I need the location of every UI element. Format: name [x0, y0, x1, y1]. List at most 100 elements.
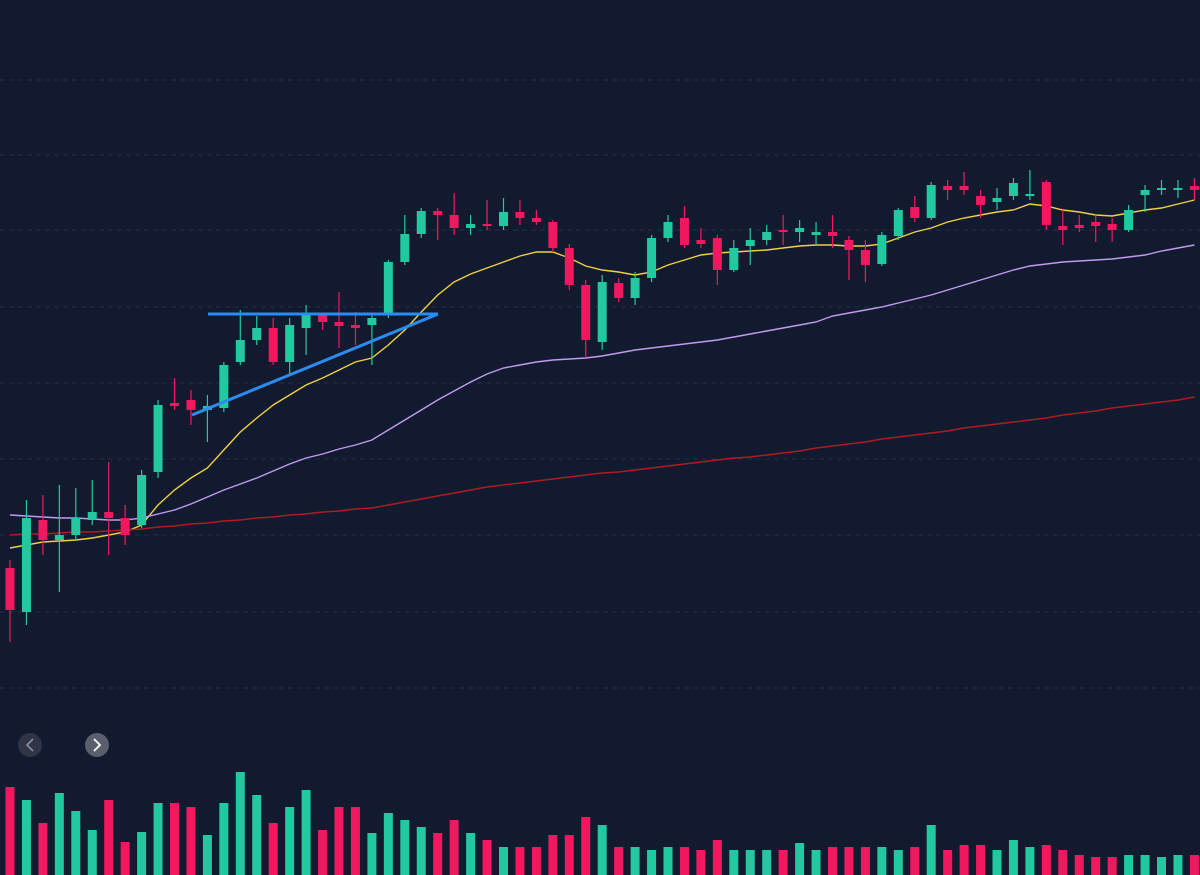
- candle-body: [663, 222, 673, 238]
- candle-body: [696, 240, 706, 244]
- candle-body: [548, 222, 558, 248]
- candle-body: [630, 278, 640, 298]
- volume-bar: [531, 847, 541, 875]
- candle-body: [729, 248, 739, 270]
- candle-body: [38, 520, 48, 540]
- candle-body: [1058, 226, 1068, 230]
- volume-bar: [499, 847, 508, 875]
- chevron-right[interactable]: [93, 738, 102, 752]
- candle-body: [170, 403, 179, 406]
- candle-body: [5, 568, 15, 610]
- button-circle[interactable]: [85, 733, 109, 757]
- volume-bar: [745, 850, 755, 875]
- volume-bar: [976, 845, 986, 875]
- candle-body: [926, 185, 936, 218]
- candle-body: [334, 322, 344, 326]
- volume-bar: [1140, 855, 1150, 875]
- volume-bar: [433, 833, 443, 875]
- volume-bar: [712, 840, 722, 875]
- volume-bar: [943, 850, 953, 875]
- candle-body: [449, 215, 459, 228]
- volume-bar: [729, 850, 739, 875]
- candle-body: [778, 230, 788, 232]
- volume-bar: [318, 830, 328, 875]
- candle-body: [844, 240, 854, 250]
- scroll-right-button[interactable]: [85, 733, 109, 757]
- scroll-left-button[interactable]: [18, 733, 42, 757]
- volume-bar: [926, 825, 936, 875]
- candle-body: [1025, 194, 1035, 196]
- volume-bar: [383, 813, 393, 875]
- trend-drawing: [191, 312, 439, 417]
- candle-body: [350, 325, 360, 328]
- candle-body: [762, 232, 772, 240]
- volume-bar: [170, 803, 179, 875]
- volume-bar: [630, 847, 640, 875]
- candle-body: [1041, 182, 1051, 225]
- moving-averages: [9, 199, 1195, 549]
- candle-body: [860, 250, 870, 265]
- volume-bar: [252, 795, 262, 875]
- volume-bar: [21, 800, 31, 875]
- volume-bar: [679, 847, 689, 875]
- volume-bar: [762, 850, 772, 875]
- volume-bar: [400, 820, 410, 875]
- candle-body: [1107, 224, 1117, 230]
- candle-body: [466, 224, 476, 228]
- volume-bar: [1074, 855, 1084, 875]
- candle-body: [531, 218, 541, 222]
- volume-bar: [1091, 857, 1101, 875]
- volume-bar: [992, 850, 1002, 875]
- volume-bar: [548, 835, 558, 875]
- volume-bar: [1189, 855, 1199, 875]
- candle-body: [252, 328, 262, 340]
- candle-body: [745, 240, 755, 246]
- moving-average-line: [9, 396, 1195, 536]
- candle-body: [893, 210, 903, 236]
- volume-bar: [515, 847, 525, 875]
- candle-body: [1074, 225, 1084, 228]
- chevron-left[interactable]: [25, 738, 34, 752]
- volume-bar: [877, 847, 887, 875]
- volume-bar: [202, 835, 212, 875]
- candle-body: [1124, 210, 1134, 230]
- candle-body: [811, 232, 821, 235]
- volume-bar: [564, 835, 574, 875]
- candle-body: [137, 475, 147, 525]
- button-circle[interactable]: [18, 733, 42, 757]
- candle-body: [235, 340, 245, 362]
- volume-bar: [1058, 850, 1068, 875]
- volume-bar: [647, 850, 657, 875]
- candle-body: [383, 262, 393, 315]
- volume-bar: [844, 847, 854, 875]
- volume-bar: [1025, 847, 1035, 875]
- candle-body: [482, 224, 492, 226]
- candle-body: [1140, 190, 1150, 195]
- volume-bar: [597, 825, 607, 875]
- volume-bar: [38, 823, 48, 875]
- volume-bar: [87, 830, 97, 875]
- volume-bar: [350, 807, 360, 875]
- candle-body: [976, 196, 986, 205]
- candle-body: [301, 315, 311, 328]
- candle-body: [1173, 188, 1183, 190]
- volume-bar: [334, 807, 344, 875]
- volume-bar: [285, 807, 295, 875]
- candle-body: [1008, 183, 1018, 196]
- candle-body: [564, 248, 574, 285]
- candle-body: [1157, 188, 1166, 190]
- candle-body: [515, 212, 525, 218]
- volume-bar: [614, 847, 624, 875]
- volume-bar: [893, 850, 903, 875]
- moving-average-line: [9, 244, 1195, 521]
- volume-bar: [449, 820, 459, 875]
- candle-body: [87, 512, 97, 520]
- candle-body: [186, 400, 196, 410]
- volume-bar: [482, 840, 492, 875]
- candle-body: [581, 285, 591, 340]
- volume-bar: [301, 790, 311, 875]
- volume-bar: [268, 823, 278, 875]
- candle-body: [910, 207, 920, 218]
